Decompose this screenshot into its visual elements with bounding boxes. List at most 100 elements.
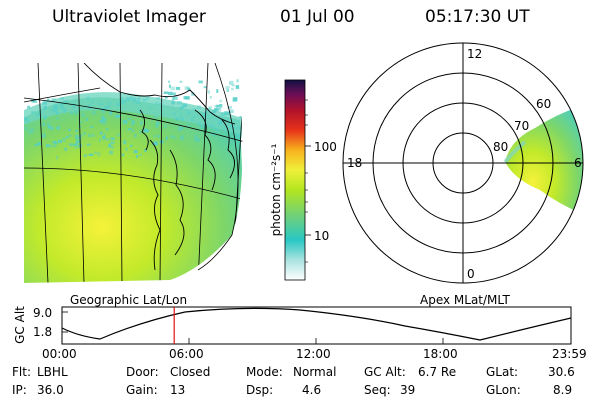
aurora-speckle bbox=[215, 128, 219, 133]
aurora-speckle bbox=[80, 134, 83, 137]
aurora-speckle bbox=[125, 147, 128, 151]
aurora-speckle bbox=[27, 105, 31, 109]
aurora-speckle bbox=[140, 121, 143, 125]
aurora-speckle bbox=[175, 117, 180, 121]
left-panel-caption: Geographic Lat/Lon bbox=[70, 293, 188, 307]
glon-label: GLon: bbox=[486, 383, 521, 397]
aurora-speckle bbox=[83, 132, 86, 135]
aurora-speckle bbox=[30, 127, 34, 131]
ip-value: 36.0 bbox=[37, 383, 64, 397]
aurora-speckle bbox=[30, 111, 36, 114]
aurora-speckle bbox=[43, 100, 47, 104]
aurora-speckle bbox=[207, 90, 210, 94]
aurora-speckle bbox=[135, 100, 140, 104]
aurora-speckle bbox=[42, 101, 45, 105]
flt-value: LBHL bbox=[37, 365, 68, 379]
aurora-speckle bbox=[218, 122, 221, 126]
aurora-speckle bbox=[134, 133, 137, 138]
aurora-speckle bbox=[50, 108, 53, 111]
aurora-speckle bbox=[236, 126, 242, 130]
aurora-speckle bbox=[158, 102, 162, 106]
aurora-speckle bbox=[241, 106, 243, 110]
aurora-speckle bbox=[47, 121, 50, 125]
mode-value: Normal bbox=[293, 365, 337, 379]
aurora-speckle bbox=[168, 91, 173, 96]
aurora-speckle bbox=[102, 110, 106, 114]
aurora-speckle bbox=[194, 137, 199, 141]
aurora-speckle bbox=[75, 137, 79, 141]
aurora-speckle bbox=[208, 106, 212, 109]
aurora-speckle bbox=[153, 135, 157, 138]
aurora-speckle bbox=[127, 128, 132, 131]
aurora-speckle bbox=[178, 126, 181, 131]
geographic-map bbox=[24, 63, 246, 283]
aurora-speckle bbox=[105, 128, 109, 132]
aurora-speckle bbox=[184, 104, 187, 108]
aurora-speckle bbox=[131, 120, 135, 125]
aurora-speckle bbox=[44, 105, 47, 110]
aurora-speckle bbox=[79, 143, 83, 147]
aurora-speckle bbox=[197, 105, 202, 109]
aurora-speckle bbox=[111, 146, 114, 149]
aurora-speckle bbox=[170, 135, 173, 138]
aurora-speckle bbox=[127, 117, 131, 121]
altitude-tick-1-8: 1.8 bbox=[33, 325, 53, 339]
aurora-speckle bbox=[36, 113, 40, 117]
aurora-speckle bbox=[24, 126, 28, 130]
door-value: Closed bbox=[170, 365, 211, 379]
aurora-speckle bbox=[139, 154, 142, 157]
aurora-speckle bbox=[239, 116, 242, 119]
aurora-speckle bbox=[74, 110, 78, 115]
aurora-speckle bbox=[207, 124, 212, 128]
aurora-speckle bbox=[76, 140, 81, 144]
aurora-speckle bbox=[183, 96, 189, 100]
aurora-speckle bbox=[103, 133, 107, 136]
aurora-speckle bbox=[41, 133, 46, 138]
aurora-speckle bbox=[179, 126, 185, 130]
mlt-label-0: 0 bbox=[467, 267, 475, 281]
mlt-label-12: 12 bbox=[467, 47, 483, 61]
aurora-speckle bbox=[46, 124, 51, 127]
aurora-speckle bbox=[218, 104, 223, 108]
aurora-speckle bbox=[184, 86, 189, 90]
aurora-speckle bbox=[56, 155, 59, 160]
date-label: 01 Jul 00 bbox=[280, 7, 355, 27]
aurora-speckle bbox=[55, 112, 59, 115]
aurora-speckle bbox=[219, 99, 223, 103]
aurora-speckle bbox=[64, 100, 69, 103]
aurora-speckle bbox=[108, 144, 112, 148]
ip-label: IP: bbox=[12, 383, 27, 397]
aurora-speckle bbox=[237, 134, 242, 138]
aurora-speckle bbox=[24, 116, 28, 121]
aurora-speckle bbox=[102, 120, 107, 125]
time-label: 05:17:30 UT bbox=[425, 7, 530, 27]
aurora-speckle bbox=[56, 127, 60, 130]
aurora-speckle bbox=[173, 96, 178, 100]
lat-label-60: 60 bbox=[536, 97, 552, 111]
aurora-speckle bbox=[68, 128, 71, 131]
aurora-speckle bbox=[180, 106, 184, 109]
aurora-speckle bbox=[121, 153, 125, 157]
aurora-speckle bbox=[223, 127, 226, 130]
aurora-speckle bbox=[75, 129, 79, 133]
aurora-speckle bbox=[136, 155, 139, 158]
aurora-speckle bbox=[39, 111, 43, 114]
aurora-speckle bbox=[179, 115, 182, 118]
aurora-speckle bbox=[130, 96, 133, 101]
aurora-speckle bbox=[179, 106, 184, 110]
aurora-speckle bbox=[98, 102, 103, 106]
aurora-speckle bbox=[244, 80, 246, 83]
aurora-speckle bbox=[211, 132, 216, 137]
aurora-speckle bbox=[88, 104, 91, 107]
aurora-speckle bbox=[131, 129, 135, 132]
aurora-speckle bbox=[75, 141, 79, 146]
dsp-label: Dsp: bbox=[246, 383, 274, 397]
aurora-speckle bbox=[171, 101, 175, 105]
aurora-speckle bbox=[110, 141, 115, 145]
aurora-speckle bbox=[139, 130, 142, 134]
aurora-speckle bbox=[90, 126, 94, 129]
aurora-speckle bbox=[53, 108, 58, 113]
aurora-speckle bbox=[64, 147, 68, 151]
aurora-speckle bbox=[157, 134, 160, 138]
